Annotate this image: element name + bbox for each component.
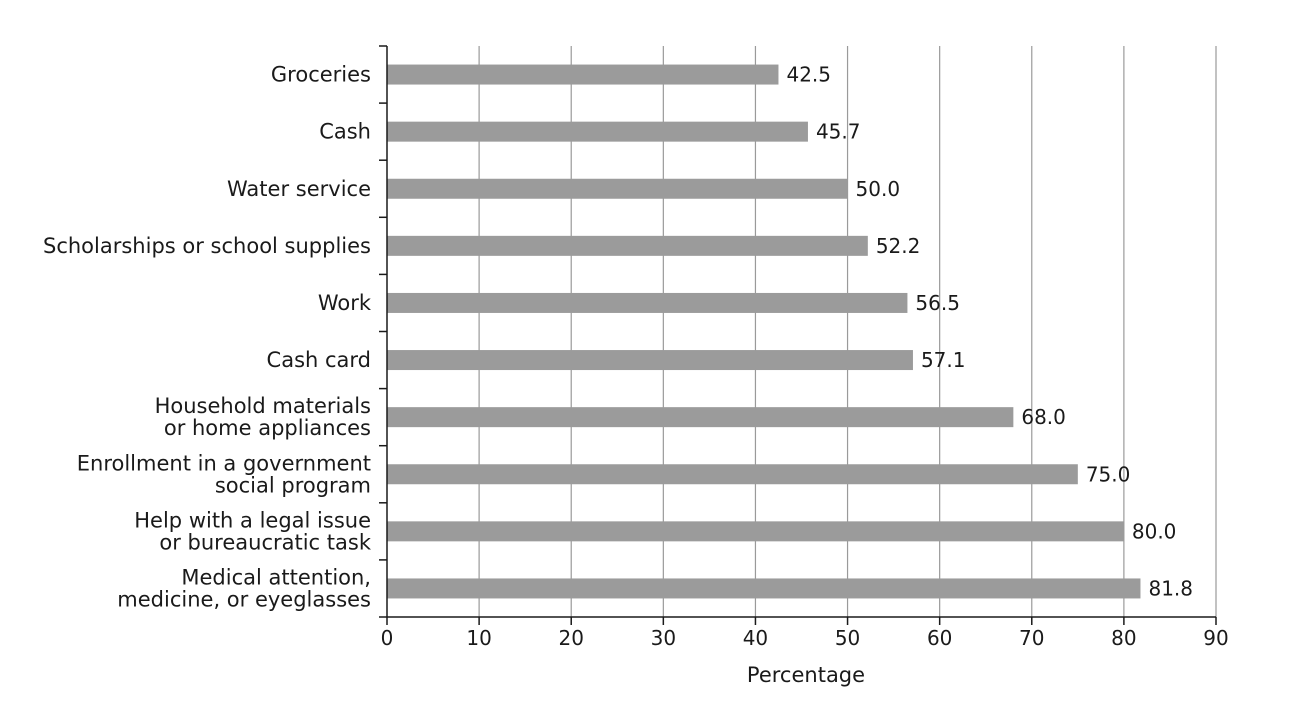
bar-9 <box>387 578 1141 599</box>
category-label-2-line-0: Water service <box>227 177 371 201</box>
x-tick-label-20: 20 <box>558 626 583 650</box>
x-tick-label-40: 40 <box>743 626 768 650</box>
x-tick-label-90: 90 <box>1203 626 1228 650</box>
x-tick-label-80: 80 <box>1111 626 1136 650</box>
value-label-2: 50.0 <box>856 177 901 201</box>
category-label-6-line-1: or home appliances <box>164 416 371 440</box>
bar-6 <box>387 407 1014 428</box>
value-label-3: 52.2 <box>876 234 921 258</box>
value-label-8: 80.0 <box>1132 519 1177 543</box>
category-label-1-line-0: Cash <box>319 120 371 144</box>
category-label-8-line-1: or bureaucratic task <box>159 530 371 554</box>
category-label-5-line-0: Cash card <box>267 348 371 372</box>
category-label-8-line-0: Help with a legal issue <box>134 508 371 532</box>
axes-layer: 0 10 20 30 40 50 60 70 80 90 <box>379 45 1229 650</box>
bar-5 <box>387 350 913 371</box>
bar-2 <box>387 178 848 199</box>
value-label-0: 42.5 <box>786 63 831 87</box>
category-label-7-line-1: social program <box>215 473 371 497</box>
bar-1 <box>387 121 808 142</box>
value-label-9: 81.8 <box>1148 576 1193 600</box>
x-tick-label-0: 0 <box>381 626 394 650</box>
bar-7 <box>387 464 1078 485</box>
bar-4 <box>387 292 908 313</box>
value-label-4: 56.5 <box>915 291 960 315</box>
x-tick-label-10: 10 <box>466 626 491 650</box>
category-label-3-line-0: Scholarships or school supplies <box>43 234 371 258</box>
value-label-6: 68.0 <box>1021 405 1066 429</box>
value-label-1: 45.7 <box>816 120 861 144</box>
x-tick-label-70: 70 <box>1019 626 1044 650</box>
x-axis-title: Percentage <box>747 663 865 687</box>
x-tick-label-50: 50 <box>835 626 860 650</box>
bar-3 <box>387 235 868 256</box>
x-tick-label-30: 30 <box>651 626 676 650</box>
category-label-4-line-0: Work <box>318 291 372 315</box>
category-label-0-line-0: Groceries <box>271 63 371 87</box>
category-label-9-line-1: medicine, or eyeglasses <box>117 587 371 611</box>
labels-layer: 42.5 Groceries 45.7 Cash 50.0 Water service 52… <box>43 63 1193 612</box>
category-label-6-line-0: Household materials <box>155 394 371 418</box>
value-label-7: 75.0 <box>1086 462 1131 486</box>
bar-0 <box>387 64 779 85</box>
category-label-7-line-0: Enrollment in a government <box>77 451 371 475</box>
x-tick-label-60: 60 <box>927 626 952 650</box>
value-label-5: 57.1 <box>921 348 966 372</box>
category-label-9-line-0: Medical attention, <box>181 565 371 589</box>
bars-layer <box>387 64 1141 599</box>
bar-8 <box>387 521 1124 542</box>
